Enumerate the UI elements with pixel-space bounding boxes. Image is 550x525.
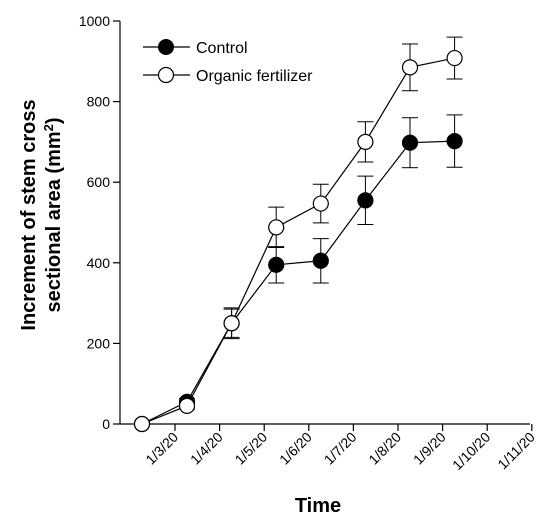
data-point-organic — [268, 219, 285, 236]
x-axis-title: Time — [295, 495, 341, 517]
data-point-organic — [178, 397, 196, 414]
x-tick-label: 1/8/20 — [365, 429, 404, 468]
x-tick-label: 1/4/20 — [187, 429, 226, 468]
y-tick-label: 1000 — [79, 13, 110, 29]
y-axis-title-line2-main: sectional area (mm — [43, 131, 65, 312]
legend-marker-organic — [157, 66, 175, 84]
x-tick-label: 1/6/20 — [276, 429, 315, 468]
series-line-organic — [141, 57, 455, 425]
data-point-organic — [312, 195, 329, 212]
data-point-organic — [446, 49, 463, 67]
y-tick-label: 200 — [87, 335, 111, 351]
data-point-organic — [357, 133, 374, 150]
y-tick-label: 400 — [87, 255, 111, 271]
series-line-control — [141, 140, 455, 425]
y-tick-label: 800 — [87, 94, 111, 110]
legend: Control Organic fertilizer — [143, 39, 313, 85]
data-point-organic — [401, 59, 419, 76]
x-tick-label: 1/7/20 — [321, 429, 360, 468]
y-axis-title-line2: sectional area (mm2) — [41, 117, 65, 312]
x-tick-label: 1/3/20 — [142, 429, 181, 468]
data-point-organic — [133, 415, 151, 433]
y-axis-title-line2-end: ) — [43, 117, 65, 124]
data-point-control — [357, 192, 374, 209]
x-tick-label: 1/5/20 — [231, 429, 270, 468]
data-point-control — [312, 252, 329, 269]
data-point-organic — [223, 315, 240, 332]
x-tick-label: 1/9/20 — [410, 429, 449, 468]
legend-marker-control — [158, 39, 174, 55]
y-tick-label: 600 — [87, 174, 111, 190]
y-axis-title-line1: Increment of stem cross — [18, 99, 40, 330]
data-point-control — [446, 132, 463, 150]
y-tick-label: 0 — [102, 416, 110, 432]
legend-label-organic: Organic fertilizer — [196, 68, 313, 85]
data-point-control — [401, 134, 419, 151]
y-axis-title-superscript: 2 — [41, 124, 56, 131]
x-tick-label: 1/11/20 — [494, 429, 538, 473]
x-tick-label: 1/10/20 — [449, 429, 493, 473]
legend-label-control: Control — [196, 40, 248, 57]
data-point-control — [268, 256, 285, 273]
